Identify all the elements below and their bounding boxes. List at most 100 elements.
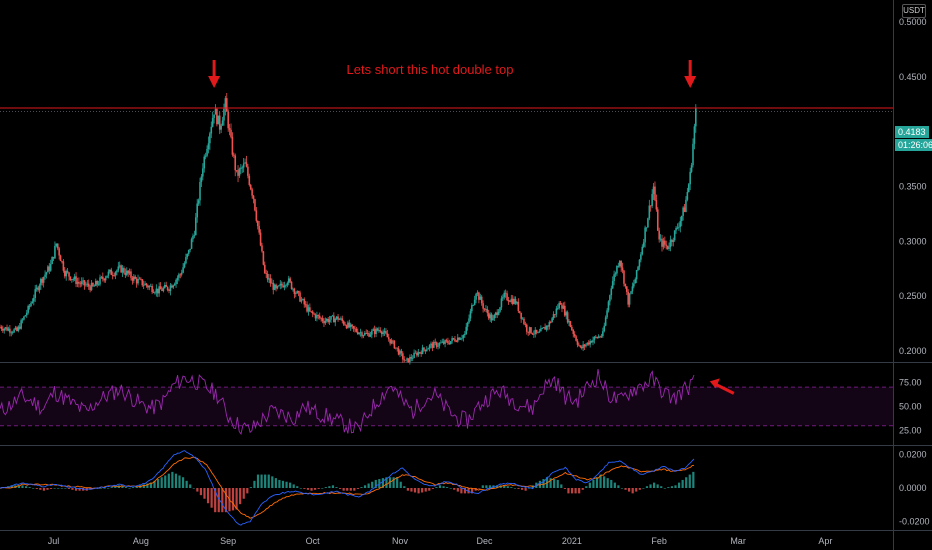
candle-body xyxy=(631,286,634,292)
candle-body xyxy=(340,318,342,320)
candle-body xyxy=(31,301,34,304)
candle-body xyxy=(41,278,44,283)
macd-histogram-bar xyxy=(21,485,24,488)
candle-body xyxy=(13,329,15,333)
macd-histogram-bar xyxy=(124,487,128,488)
candle-body xyxy=(490,314,493,321)
candle-body xyxy=(549,322,552,323)
candle-body xyxy=(275,284,277,289)
macd-histogram-bar xyxy=(324,487,327,488)
candle-body xyxy=(199,181,201,201)
macd-histogram-bar xyxy=(71,488,74,490)
candle-body xyxy=(131,277,134,281)
candle-body xyxy=(687,184,690,192)
down-arrow-left-head xyxy=(208,76,221,88)
macd-histogram-bar xyxy=(338,488,342,489)
candle-body xyxy=(482,303,484,309)
rsi-arrow xyxy=(715,383,735,395)
candle-body xyxy=(61,261,63,262)
candle-body xyxy=(414,352,417,354)
candle-body xyxy=(123,267,125,273)
candle-body xyxy=(486,309,489,314)
candle-body xyxy=(269,278,272,284)
macd-histogram-bar xyxy=(328,486,331,488)
macd-histogram-bar xyxy=(264,474,267,488)
candle-body xyxy=(218,115,221,130)
macd-histogram-bar xyxy=(128,488,131,489)
macd-histogram-bar xyxy=(692,471,695,488)
candle-body xyxy=(155,288,158,293)
macd-histogram-bar xyxy=(628,488,631,492)
annotation-arrows xyxy=(208,60,735,395)
candle-body xyxy=(583,344,586,347)
candle-body xyxy=(11,332,14,334)
macd-histogram-bar xyxy=(356,488,360,489)
macd-histogram-bar xyxy=(688,474,691,488)
macd-histogram-bar xyxy=(171,471,174,488)
price-candles[interactable] xyxy=(0,92,893,365)
macd-histogram-bar xyxy=(467,488,470,494)
macd-histogram-bar xyxy=(517,488,520,489)
macd-histogram-bar xyxy=(17,485,21,488)
candle-body xyxy=(158,286,160,294)
candle-body xyxy=(652,186,655,195)
macd-histogram-bar xyxy=(78,488,81,491)
candle-body xyxy=(469,311,472,319)
macd-histogram-bar xyxy=(481,485,484,488)
macd-histogram-bar xyxy=(196,488,199,492)
candle-body xyxy=(75,276,77,284)
candle-body xyxy=(592,339,594,343)
candle-body xyxy=(154,292,156,294)
candle-body xyxy=(693,126,696,144)
candle-body xyxy=(465,326,468,334)
candle-body xyxy=(235,170,238,171)
price-tick-label: 0.2500 xyxy=(899,291,927,301)
candle-body xyxy=(207,143,210,150)
candle-body xyxy=(121,267,124,273)
candle-body xyxy=(171,285,173,288)
candle-body xyxy=(135,278,138,284)
candle-body xyxy=(49,264,52,271)
macd-histogram-bar xyxy=(164,475,167,488)
candle-body xyxy=(695,107,697,127)
candle-body xyxy=(241,167,244,169)
candle-body xyxy=(140,278,142,280)
macd-histogram-bar xyxy=(178,475,181,488)
macd-histogram-bar xyxy=(549,478,552,488)
macd-histogram-bar xyxy=(210,488,213,508)
candle-body xyxy=(21,319,24,321)
candle-body xyxy=(500,298,503,308)
candle-body xyxy=(193,235,196,236)
candle-body xyxy=(434,341,437,343)
candle-body xyxy=(23,316,25,320)
macd-histogram-bar xyxy=(267,474,270,488)
macd-histogram-bar xyxy=(235,488,238,510)
candle-body xyxy=(16,327,18,331)
candle-body xyxy=(294,293,297,295)
candle-body xyxy=(217,115,220,125)
candle-body xyxy=(671,239,673,242)
candle-body xyxy=(456,337,459,342)
candle-body xyxy=(162,287,165,292)
candle-body xyxy=(407,358,410,363)
candle-body xyxy=(689,171,691,185)
candle-body xyxy=(411,357,414,359)
macd-histogram-bar xyxy=(103,488,106,489)
candle-body xyxy=(333,315,335,323)
rsi-tick-label: 75.00 xyxy=(899,377,922,387)
macd-histogram-bar xyxy=(149,482,153,488)
candle-body xyxy=(449,341,452,345)
candle-body xyxy=(318,315,321,318)
candle-body xyxy=(124,272,127,275)
candle-body xyxy=(194,217,197,236)
candle-body xyxy=(511,298,514,305)
macd-tick-label: -0.0200 xyxy=(899,517,930,527)
down-arrow-right-head xyxy=(684,76,697,88)
candle-body xyxy=(117,266,120,271)
candle-body xyxy=(524,324,527,325)
candle-body xyxy=(579,345,582,347)
candle-body xyxy=(355,328,358,332)
currency-label[interactable]: USDT xyxy=(902,4,926,18)
candle-body xyxy=(4,327,7,329)
